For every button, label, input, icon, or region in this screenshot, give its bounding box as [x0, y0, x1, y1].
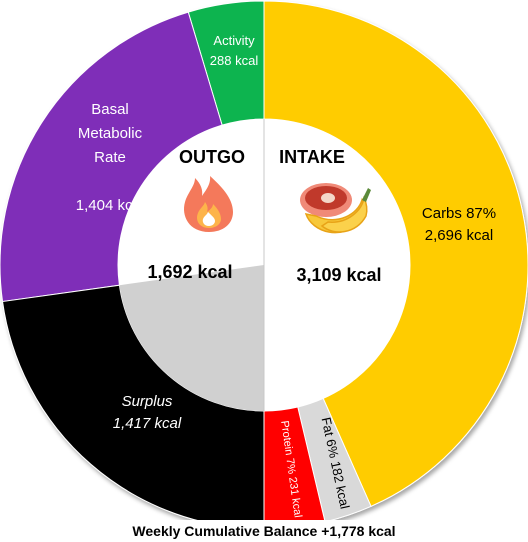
weekly-balance-caption: Weekly Cumulative Balance +1,778 kcal [132, 523, 396, 539]
center-surplus-wedge [119, 265, 264, 411]
calorie-balance-donut-chart: Activity 288 kcal Basal Metabolic Rate 1,404 … [0, 0, 528, 520]
slice-label-surplus: Surplus [122, 393, 173, 410]
slice-label-carbs: Carbs 87% [422, 205, 496, 222]
slice-label-activity: Activity [213, 33, 255, 48]
slice-label-bmr: Rate [94, 149, 126, 166]
intake-total: 3,109 kcal [296, 265, 381, 285]
slice-label-carbs: 2,696 kcal [425, 227, 493, 244]
slice-label-bmr: Metabolic [78, 125, 143, 142]
outgo-heading: OUTGO [179, 147, 245, 167]
outgo-total: 1,692 kcal [147, 262, 232, 282]
fire-icon [184, 176, 233, 232]
slice-label-bmr: 1,404 kcal [76, 197, 144, 214]
slice-label-activity: 288 kcal [210, 53, 259, 68]
meat-and-banana-icon [300, 183, 371, 234]
slice-label-bmr: Basal [91, 101, 129, 118]
slice-label-surplus: 1,417 kcal [113, 415, 182, 432]
intake-heading: INTAKE [279, 147, 345, 167]
